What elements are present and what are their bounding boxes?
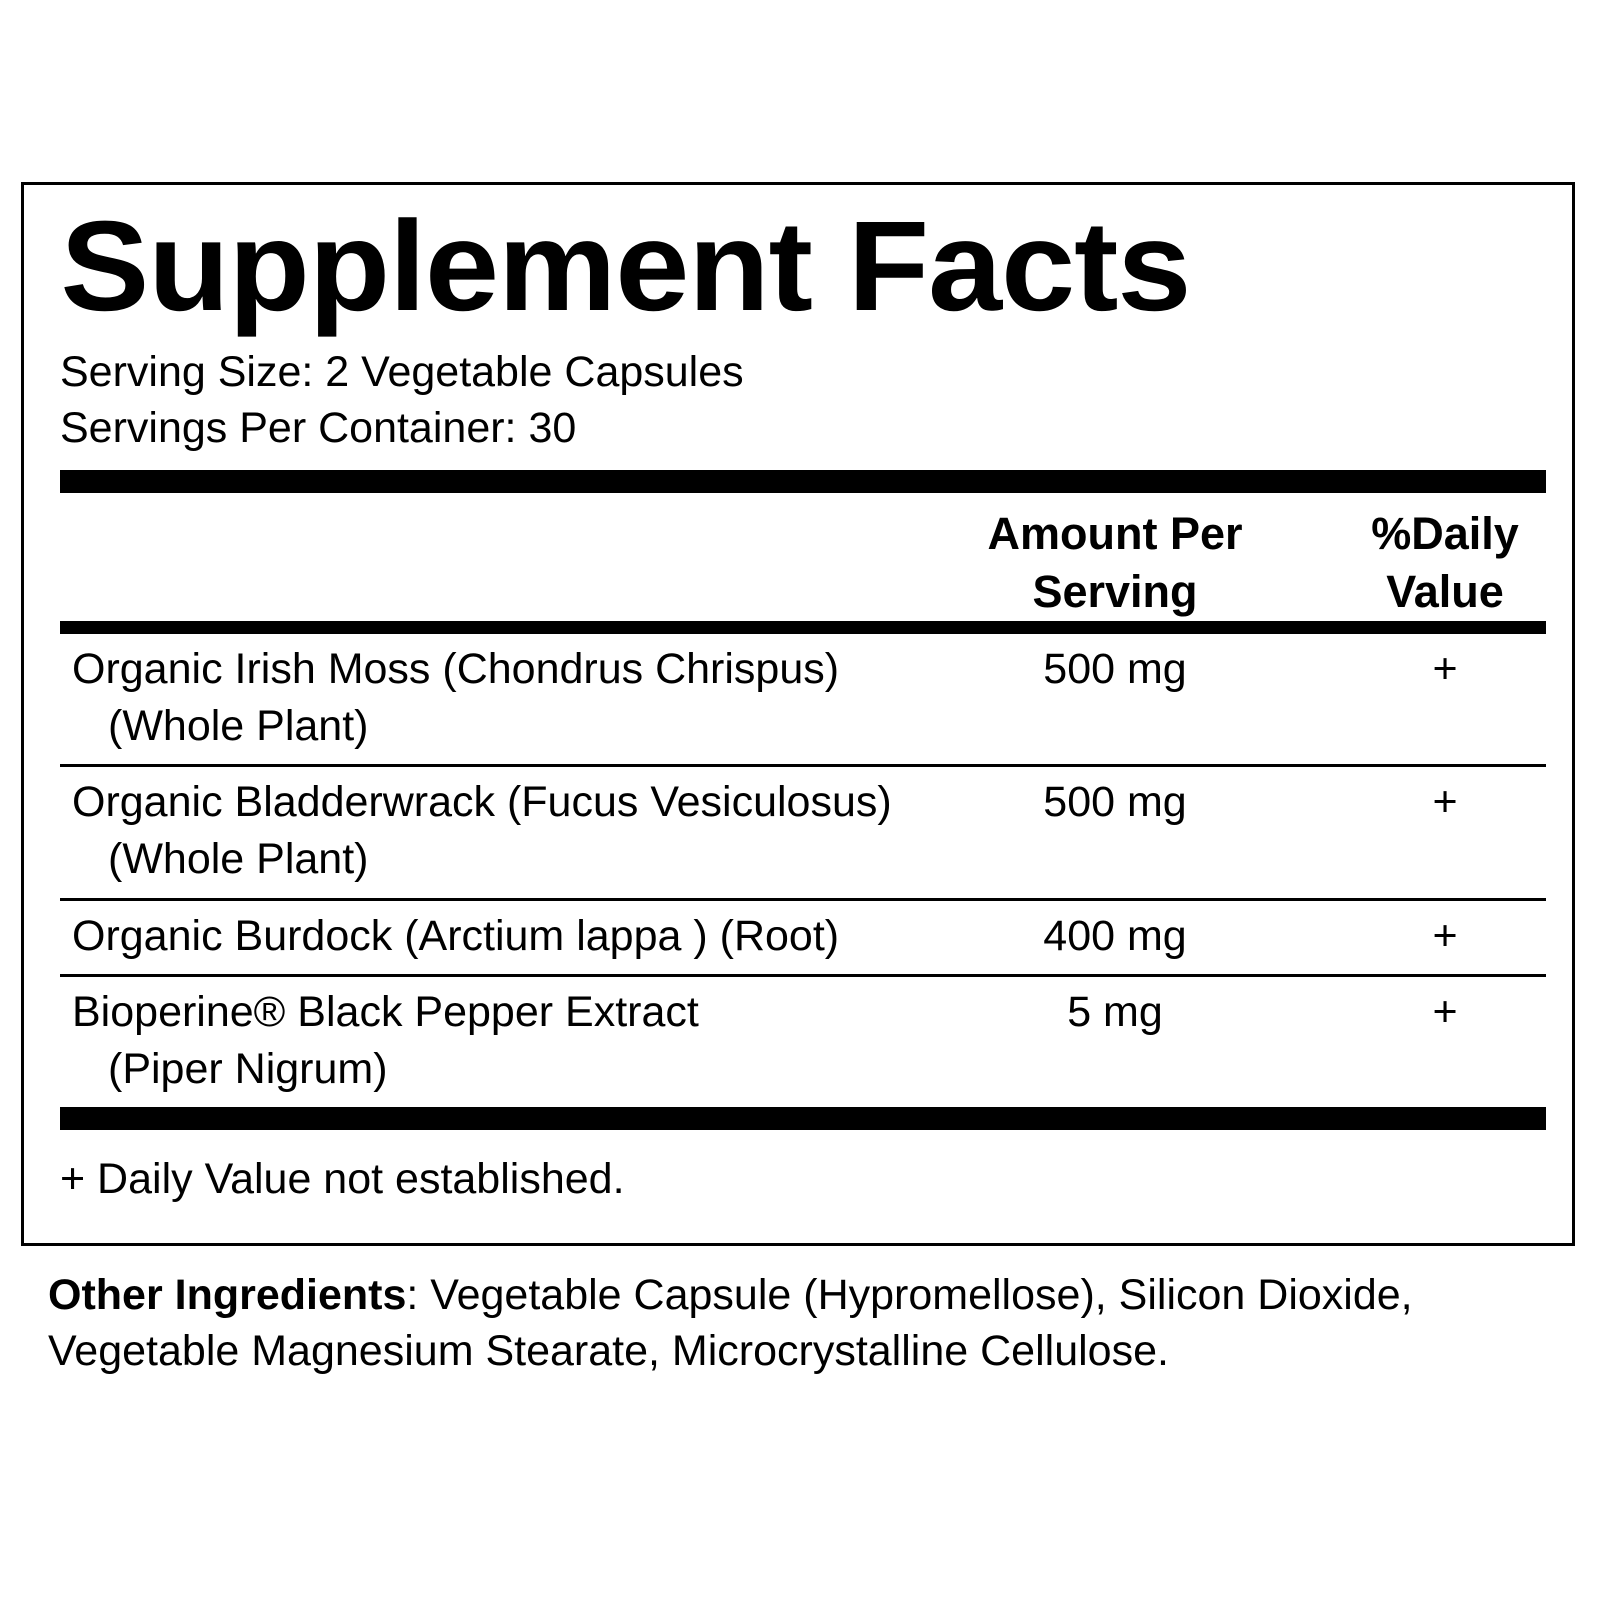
ingredient-part: (Whole Plant) (108, 701, 369, 750)
heavy-rule-bottom (60, 1107, 1546, 1131)
ingredient-amount: 400 mg (1043, 911, 1187, 960)
dv-header-line2: Value (1386, 566, 1504, 618)
serving-info: Serving Size: 2 Vegetable Capsules Servi… (48, 331, 1546, 457)
amount-header-line2: Serving (1032, 566, 1198, 618)
panel-inner: Supplement Facts Serving Size: 2 Vegetab… (24, 185, 1572, 1243)
ingredient-amount: 500 mg (1043, 778, 1187, 827)
ingredient-part: (Piper Nigrum) (108, 1044, 388, 1093)
other-ingredients-label: Other Ingredients (48, 1271, 407, 1319)
heavy-rule-top (60, 469, 1546, 493)
ingredient-name: Organic Burdock (Arctium lappa ) (Root) (72, 911, 840, 960)
other-ingredients-separator: : (406, 1271, 431, 1319)
ingredient-part: (Whole Plant) (108, 835, 369, 884)
table-row: Organic Irish Moss (Chondrus Chrispus) (… (60, 634, 1546, 764)
ingredient-amount: 5 mg (1067, 987, 1163, 1036)
row-divider (60, 897, 1546, 901)
column-header-amount: Amount Per Serving (965, 505, 1265, 622)
medium-rule-under-headers (60, 620, 1546, 634)
ingredient-daily-value: + (1432, 911, 1458, 960)
ingredient-daily-value: + (1432, 778, 1458, 827)
ingredient-name: Organic Bladderwrack (Fucus Vesiculosus) (72, 778, 892, 827)
amount-header-line1: Amount Per (987, 507, 1243, 559)
ingredient-amount: 500 mg (1043, 644, 1187, 693)
other-ingredients-block: Other Ingredients: Vegetable Capsule (Hy… (48, 1268, 1558, 1380)
daily-value-footnote: + Daily Value not established. (60, 1155, 625, 1204)
table-row: Organic Burdock (Arctium lappa ) (Root) … (60, 901, 1546, 974)
page-title: Supplement Facts (60, 195, 1191, 338)
table-row: Organic Bladderwrack (Fucus Vesiculosus)… (60, 767, 1546, 897)
column-header-daily-value: %Daily Value (1315, 505, 1575, 622)
other-ingredients-text: Vegetable Capsule (Hypromellose), Silico… (48, 1271, 1413, 1375)
servings-per-container-line: Servings Per Container: 30 (60, 403, 577, 452)
ingredient-daily-value: + (1432, 987, 1458, 1036)
ingredient-name: Bioperine® Black Pepper Extract (72, 987, 699, 1036)
column-header-row: Amount Per Serving %Daily Value (60, 493, 1546, 621)
serving-size-line: Serving Size: 2 Vegetable Capsules (60, 348, 744, 396)
supplement-facts-panel: Supplement Facts Serving Size: 2 Vegetab… (21, 182, 1575, 1246)
table-row: Bioperine® Black Pepper Extract (Piper N… (60, 977, 1546, 1107)
dv-header-line1: %Daily (1371, 507, 1519, 559)
row-divider (60, 973, 1546, 977)
ingredient-daily-value: + (1432, 644, 1458, 693)
ingredient-name: Organic Irish Moss (Chondrus Chrispus) (72, 644, 840, 693)
row-divider (60, 764, 1546, 768)
